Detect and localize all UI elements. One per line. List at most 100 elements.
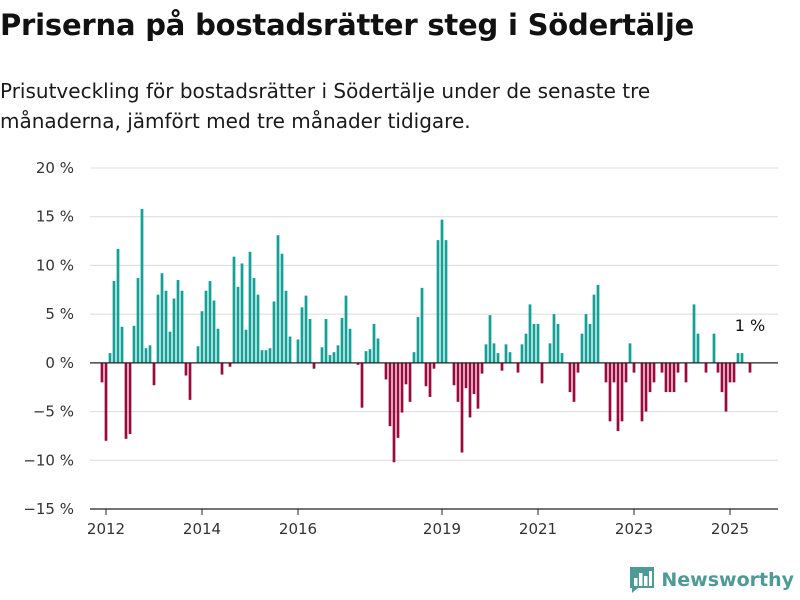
bar [356,362,360,365]
bar [288,336,292,363]
bar [248,251,252,363]
bar [212,300,216,363]
bar [612,362,616,383]
bar [472,362,476,395]
bar [668,362,672,393]
bar [268,348,272,363]
x-tick-label: 2019 [423,520,461,538]
bar [256,294,260,363]
bar [568,362,572,393]
bar [104,362,108,441]
bar [648,362,652,393]
bar [572,362,576,402]
bar [364,351,368,363]
bar [740,353,744,363]
y-tick-label: 15 % [36,208,74,226]
bar [208,281,212,363]
bar [148,345,152,363]
bar [420,287,424,363]
bar [500,362,504,371]
annotation-group: 1 % [735,316,765,335]
bar [672,362,676,393]
bar [624,362,628,383]
x-tick-label: 2012 [87,520,125,538]
bar [204,290,208,363]
bar [328,355,332,363]
bar [716,362,720,373]
bar [296,339,300,363]
bar [604,362,608,383]
bar [692,304,696,363]
bar [608,362,612,422]
bar [332,352,336,363]
bar [468,362,472,418]
bar [584,314,588,363]
bar [540,362,544,384]
y-tick-label: −10 % [23,451,74,469]
bar [424,362,428,387]
bar [300,307,304,363]
bar [460,362,464,453]
bar [388,362,392,427]
bar [736,353,740,363]
bar [344,295,348,363]
bar [376,338,380,363]
bar [580,333,584,363]
bar [536,323,540,363]
bar [368,349,372,363]
bar [516,362,520,373]
bar [160,273,164,363]
bar [408,362,412,402]
bar [220,362,224,375]
bar [632,362,636,373]
x-tick-label: 2016 [279,520,317,538]
bar [712,333,716,363]
bar [156,294,160,363]
x-tick-label: 2023 [615,520,653,538]
bar [652,362,656,383]
bar [196,346,200,363]
bar [384,362,388,380]
bar-chart-icon [630,567,655,593]
bar [244,329,248,363]
bar [400,362,404,413]
bar [456,362,460,402]
bar [488,315,492,363]
y-tick-label: 20 % [36,159,74,177]
bar [560,353,564,363]
bar [416,317,420,363]
bar [520,344,524,363]
bar [508,352,512,363]
bar [720,362,724,393]
bar [576,362,580,373]
bar [392,362,396,463]
bar [216,328,220,363]
bar [532,323,536,363]
bar [124,362,128,439]
bar [548,343,552,363]
bar [348,328,352,363]
bar [748,362,752,373]
bar [732,362,736,383]
bar [476,362,480,409]
bar [492,343,496,363]
bar [120,326,124,363]
bar [596,284,600,363]
bar [628,343,632,363]
y-tick-label: 0 % [45,354,74,372]
bar [340,318,344,363]
bar [132,325,136,363]
bar [504,344,508,363]
bar [260,350,264,363]
bar [144,348,148,363]
bar [200,311,204,363]
bar [136,278,140,363]
bar [184,362,188,376]
bar [444,240,448,363]
bar [620,362,624,422]
bar [128,362,132,434]
bar [164,290,168,363]
bar [108,353,112,363]
bar [168,331,172,363]
